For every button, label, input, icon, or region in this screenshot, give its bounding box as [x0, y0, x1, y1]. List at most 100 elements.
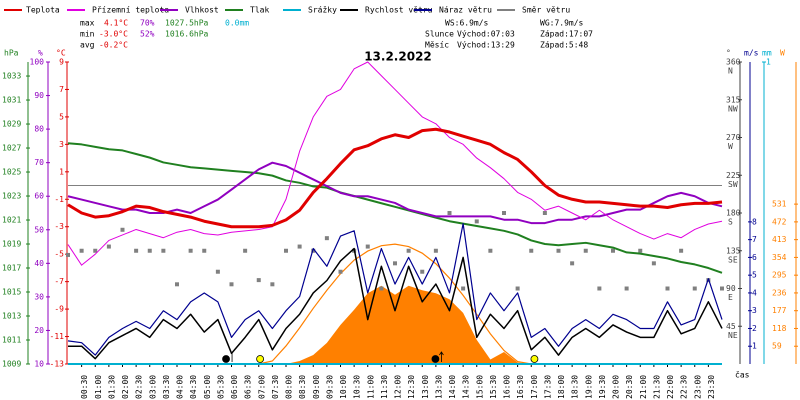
tick-label: 60	[34, 192, 44, 201]
x-tick-label: 20:30	[625, 375, 634, 399]
tick-label: 6	[752, 253, 757, 262]
tick-label: -9	[54, 305, 64, 314]
series-line	[67, 142, 723, 274]
tick-label: 1027	[2, 144, 21, 153]
stat-value: -3.0°C	[99, 30, 128, 39]
tick-label: 40	[34, 259, 44, 268]
wind-direction	[66, 252, 70, 257]
x-tick-label: 15:30	[489, 375, 498, 399]
x-tick-label: 03:00	[148, 375, 157, 399]
x-tick-label: 08:00	[285, 375, 294, 399]
axis-header: hPa	[4, 49, 19, 58]
stat-value: 70%	[140, 19, 155, 28]
legend-label: Teplota	[26, 6, 60, 15]
x-tick-label: 04:30	[189, 375, 198, 399]
x-tick-label: 01:30	[107, 375, 116, 399]
sun-set: Západ:17:07	[540, 30, 593, 39]
wind-direction	[338, 269, 343, 274]
compass-label: NW	[728, 104, 738, 113]
x-tick-label: 20:00	[612, 375, 621, 399]
wind-direction	[106, 244, 111, 249]
x-tick-label: 10:30	[353, 375, 362, 399]
x-tick-label: 11:00	[366, 375, 375, 399]
x-tick-label: 21:00	[639, 375, 648, 399]
tick-label: 8	[752, 217, 757, 226]
tick-label: 45	[726, 322, 736, 331]
x-tick-label: 17:00	[530, 375, 539, 399]
tick-label: 2	[752, 324, 757, 333]
x-tick-label: 16:00	[503, 375, 512, 399]
wind-direction	[79, 248, 84, 253]
axis-header: %	[38, 49, 43, 58]
x-tick-label: 05:30	[216, 375, 225, 399]
wind-direction	[243, 248, 248, 253]
wind-direction	[461, 286, 466, 291]
x-axis-label: čas	[735, 370, 750, 380]
wind-direction	[583, 248, 588, 253]
tick-label: 1015	[2, 288, 21, 297]
tick-label: 30	[34, 292, 44, 301]
tick-label: 1009	[2, 360, 21, 369]
tick-label: 59	[772, 342, 782, 351]
legend-label: Náraz větru	[439, 6, 492, 15]
wind-direction	[542, 211, 547, 215]
wind-direction	[120, 227, 125, 232]
wind-direction	[624, 286, 629, 291]
wind-direction	[720, 286, 724, 291]
tick-label: -11	[50, 332, 65, 341]
wind-direction	[597, 286, 602, 291]
x-tick-label: 14:30	[462, 375, 471, 399]
wind-direction	[379, 286, 384, 291]
x-tick-label: 18:30	[571, 375, 580, 399]
x-tick-label: 07:30	[271, 375, 280, 399]
wind-direction	[297, 244, 302, 249]
tick-label: 1025	[2, 168, 21, 177]
series-line	[67, 223, 723, 356]
sun-label: Slunce	[425, 30, 454, 39]
wind-direction	[420, 269, 425, 274]
wind-direction	[611, 248, 615, 253]
wind-direction	[311, 248, 316, 253]
x-tick-label: 06:30	[244, 375, 253, 399]
series-line	[67, 127, 723, 229]
wind-direction	[256, 278, 261, 283]
tick-label: 354	[772, 253, 787, 262]
tick-label: 1019	[2, 240, 21, 249]
tick-label: -13	[50, 360, 65, 369]
x-tick-label: 00:30	[80, 375, 89, 399]
tick-label: -7	[54, 277, 64, 286]
x-tick-label: 04:00	[176, 375, 185, 399]
stat-value: 4.1°C	[104, 19, 128, 28]
wind-direction	[638, 248, 643, 253]
tick-label: 7	[59, 85, 64, 94]
x-tick-label: 03:30	[162, 375, 171, 399]
moon-set-marker	[222, 355, 230, 363]
legend-label: Přízemní teplota	[92, 6, 169, 15]
compass-label: W	[728, 142, 733, 151]
x-tick-label: 06:00	[230, 375, 239, 399]
wind-speed-max: WS:6.9m/s	[445, 19, 489, 28]
stat-label: avg	[80, 41, 95, 50]
legend-label: Tlak	[250, 6, 269, 15]
moon-arrow	[439, 351, 444, 362]
tick-label: -1	[54, 195, 64, 204]
tick-label: 295	[772, 271, 787, 280]
tick-label: 180	[726, 209, 741, 218]
wind-direction	[692, 286, 697, 291]
tick-label: 1029	[2, 120, 21, 129]
x-tick-label: 22:00	[666, 375, 675, 399]
x-tick-label: 09:30	[325, 375, 334, 399]
wind-direction	[229, 282, 234, 287]
stat-value: 52%	[140, 30, 155, 39]
wind-direction	[488, 248, 493, 253]
tick-label: 177	[772, 306, 787, 315]
tick-label: 118	[772, 324, 787, 333]
wind-direction	[215, 269, 220, 274]
wind-direction	[502, 211, 506, 215]
wind-direction	[188, 248, 193, 253]
x-tick-label: 18:00	[557, 375, 566, 399]
wind-direction	[324, 236, 329, 241]
wind-direction	[134, 248, 139, 253]
x-tick-label: 13:30	[434, 375, 443, 399]
